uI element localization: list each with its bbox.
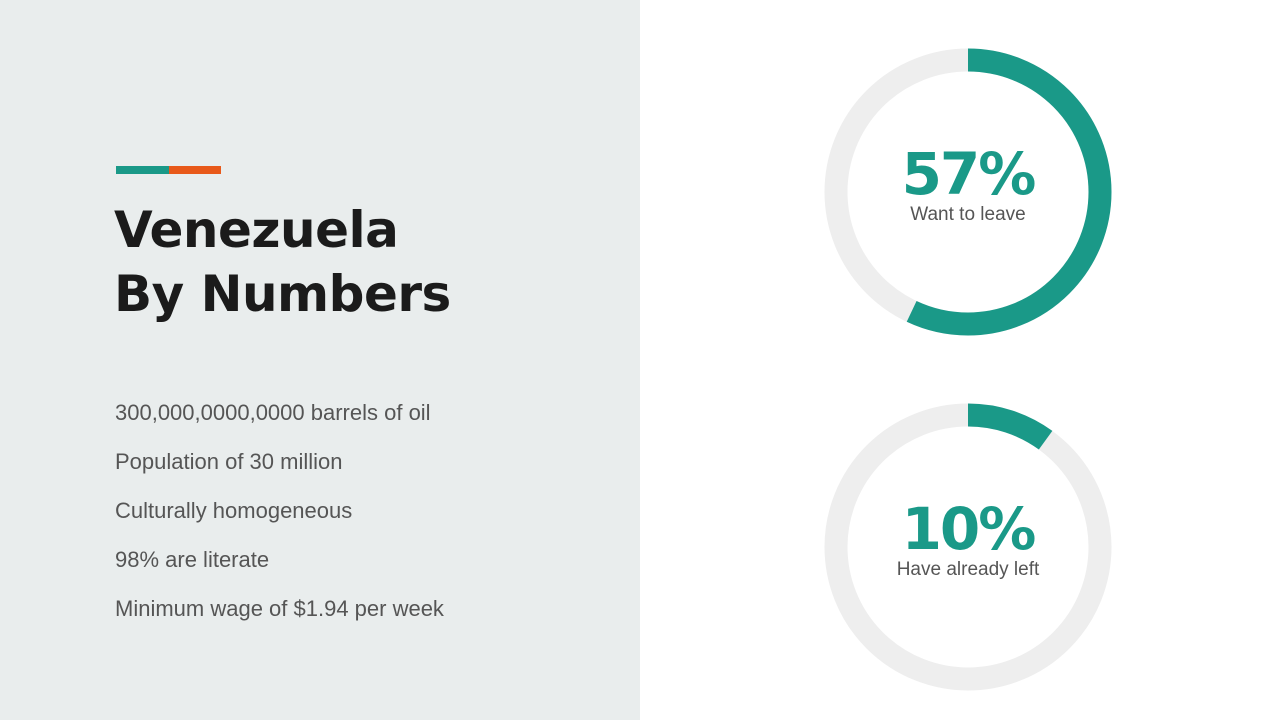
gauge-ring bbox=[824, 403, 1112, 691]
gauge-label: Want to leave bbox=[910, 204, 1026, 225]
fact-item: 98% are literate bbox=[115, 547, 270, 572]
fact-item: 300,000,0000,0000 barrels of oil bbox=[115, 400, 431, 425]
gauge-label: Have already left bbox=[896, 559, 1040, 580]
title-line-2: By Numbers bbox=[114, 265, 451, 323]
gauge-have-already-left: 10% Have already left bbox=[823, 402, 1113, 692]
left-panel: Venezuela By Numbers 300,000,0000,0000 b… bbox=[0, 0, 640, 720]
title-line-1: Venezuela bbox=[114, 201, 399, 259]
gauge-value: 57% bbox=[901, 140, 1037, 208]
gauge-ring bbox=[824, 48, 1112, 336]
gauge-progress-arc bbox=[824, 403, 1112, 691]
fact-item: Population of 30 million bbox=[115, 449, 343, 474]
slide-title: Venezuela By Numbers bbox=[114, 198, 451, 326]
fact-item: Culturally homogeneous bbox=[115, 498, 353, 523]
accent-bar-orange bbox=[169, 166, 221, 174]
accent-bar-teal bbox=[116, 166, 169, 174]
gauge-progress-arc bbox=[824, 48, 1112, 336]
gauge-want-to-leave: 57% Want to leave bbox=[823, 47, 1113, 337]
gauge-value: 10% bbox=[901, 495, 1037, 563]
accent-bar bbox=[116, 166, 221, 174]
facts-list: 300,000,0000,0000 barrels of oil Populat… bbox=[115, 397, 444, 642]
fact-item: Minimum wage of $1.94 per week bbox=[115, 596, 444, 621]
